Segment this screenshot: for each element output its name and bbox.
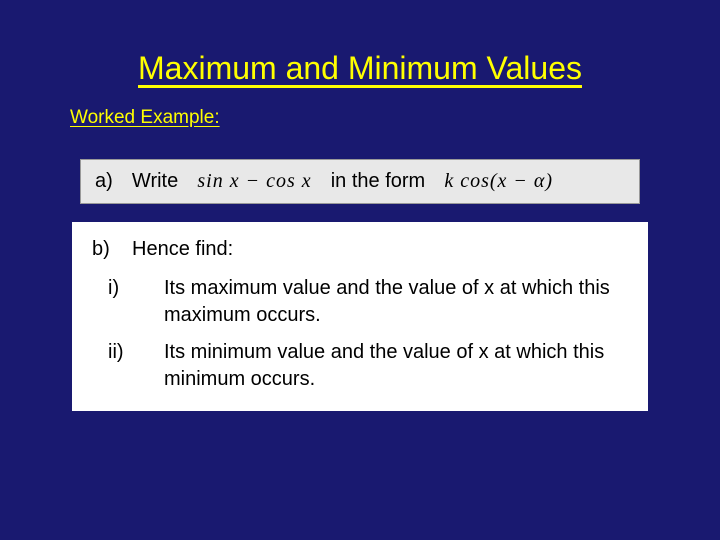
- item-label-i: i): [108, 275, 164, 329]
- part-a-box: a) Write sin x − cos x in the form k cos…: [80, 159, 640, 204]
- part-a-label: a): [95, 170, 113, 193]
- slide-title: Maximum and Minimum Values: [70, 50, 650, 87]
- part-b-label: b): [92, 238, 110, 260]
- part-b-box: b) Hence find: i) Its maximum value and …: [72, 222, 648, 411]
- item-text-i: Its maximum value and the value of x at …: [164, 275, 628, 329]
- part-a-mid: in the form: [331, 170, 425, 193]
- item-text-ii: Its minimum value and the value of x at …: [164, 339, 628, 393]
- part-b-heading-text: Hence find:: [132, 238, 233, 260]
- part-b-heading: b) Hence find:: [92, 236, 628, 263]
- part-a-expr1: sin x − cos x: [197, 170, 311, 193]
- part-a-expr2: k cos(x − α): [444, 170, 553, 193]
- slide-container: Maximum and Minimum Values Worked Exampl…: [0, 0, 720, 540]
- item-label-ii: ii): [108, 339, 164, 393]
- worked-example-label: Worked Example:: [70, 107, 650, 129]
- list-item: ii) Its minimum value and the value of x…: [92, 339, 628, 393]
- part-a-pre: Write: [132, 170, 178, 193]
- list-item: i) Its maximum value and the value of x …: [92, 275, 628, 329]
